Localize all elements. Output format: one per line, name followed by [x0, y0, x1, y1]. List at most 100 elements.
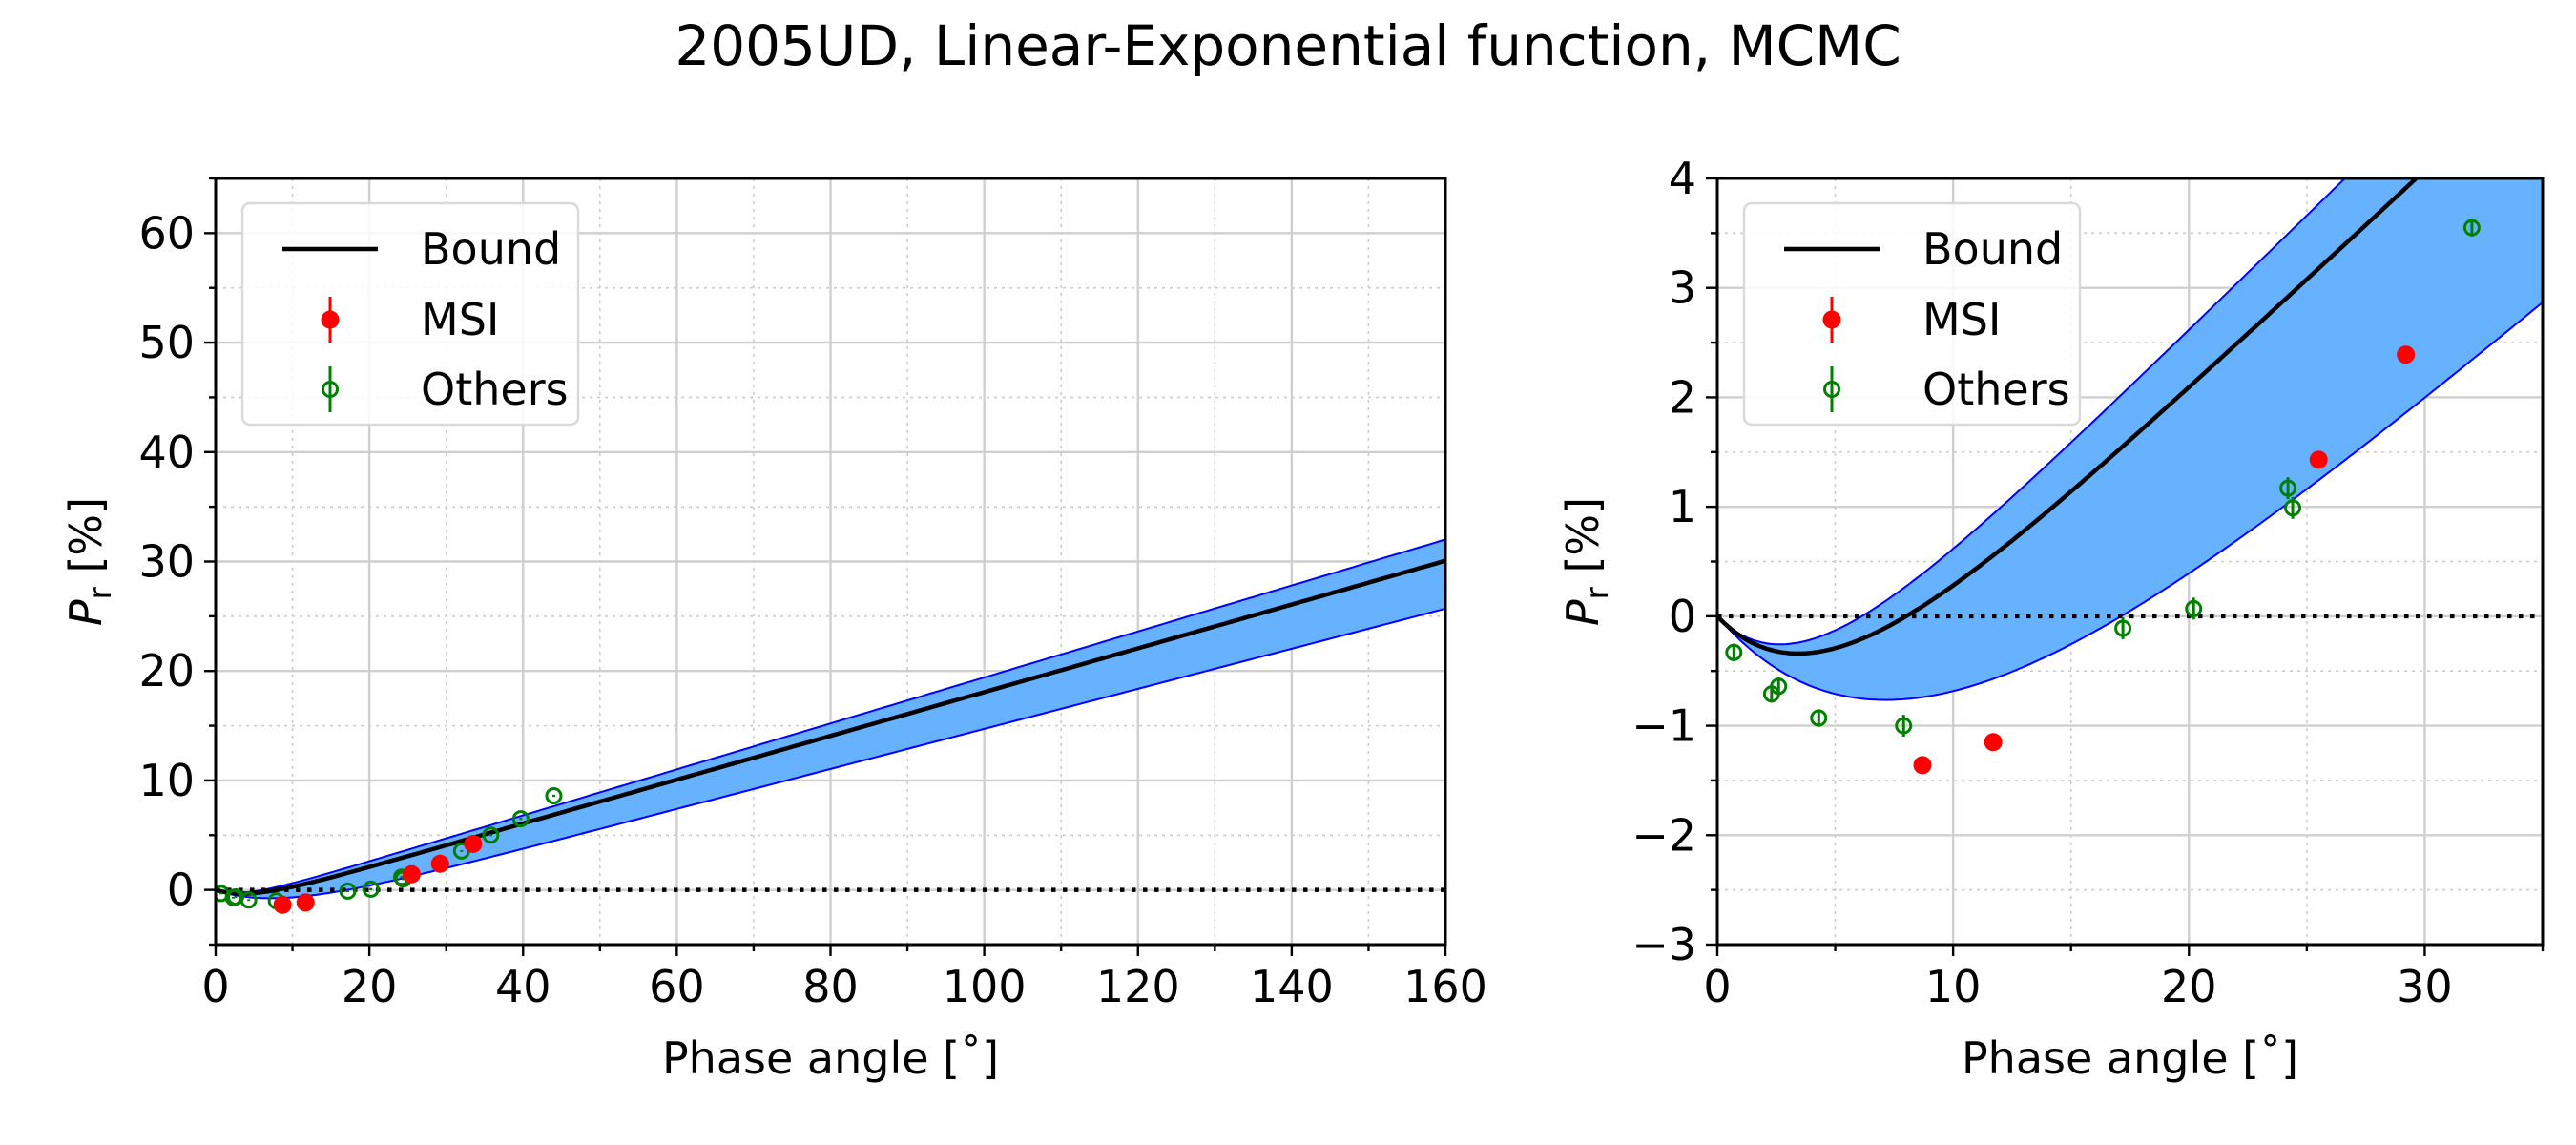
- x-tick-label: 20: [2161, 961, 2217, 1012]
- model-curve: [216, 558, 1445, 896]
- others-marker: [1895, 717, 1913, 735]
- msi-marker: [1913, 756, 1932, 775]
- others-point: [2114, 617, 2132, 639]
- x-tick-label: 10: [1925, 961, 1982, 1012]
- x-tick-label: 80: [802, 961, 859, 1012]
- msi-point: [2397, 345, 2416, 364]
- legend-label: Others: [421, 364, 569, 415]
- others-marker: [482, 826, 500, 844]
- others-marker: [2554, 62, 2568, 76]
- others-marker: [2114, 619, 2132, 637]
- msi-marker: [2498, 148, 2516, 166]
- x-tick-label: 30: [2397, 961, 2453, 1012]
- y-tick-label: 30: [138, 536, 195, 588]
- y-tick-label: 60: [138, 207, 195, 259]
- msi-marker: [464, 834, 483, 853]
- ticks: [204, 177, 1447, 956]
- y-tick-label: 2: [1669, 371, 1696, 423]
- msi-point: [273, 895, 292, 914]
- others-point: [511, 810, 530, 828]
- others-marker: [2284, 499, 2302, 517]
- x-tick-label: 160: [1403, 961, 1487, 1012]
- legend-others-swatch: [1823, 381, 1840, 398]
- legend-label: Others: [1922, 364, 2070, 415]
- others-marker: [239, 891, 258, 909]
- x-tick-label: 0: [1703, 961, 1731, 1012]
- figure-title: 2005UD, Linear-Exponential function, MCM…: [675, 13, 1901, 78]
- others-marker: [545, 786, 563, 804]
- legend-msi-swatch: [1822, 310, 1841, 329]
- legend-box: [1742, 201, 2082, 427]
- x-tick-label: 140: [1250, 961, 1334, 1012]
- msi-point: [2309, 450, 2328, 469]
- others-marker: [2279, 479, 2297, 497]
- others-marker: [1770, 677, 1788, 696]
- msi-point: [430, 854, 449, 873]
- others-marker: [511, 810, 530, 828]
- y-tick-label: 20: [138, 645, 195, 697]
- plot-area: [1717, 58, 2568, 775]
- msi-marker: [430, 854, 449, 873]
- others-point: [1725, 643, 1743, 661]
- legend-label: Bound: [421, 223, 561, 275]
- legend: Bound MSI Others: [1742, 201, 2082, 427]
- others-point: [2284, 496, 2302, 519]
- model-curve: [1717, 178, 2420, 656]
- others-point: [239, 891, 258, 909]
- y-tick-label: 10: [138, 755, 195, 806]
- others-point: [1810, 709, 1828, 727]
- others-point: [1770, 677, 1788, 696]
- y-tick-label: 3: [1669, 262, 1696, 314]
- y-tick-label: 40: [138, 427, 195, 478]
- others-marker: [1810, 709, 1828, 727]
- ticks: [1706, 177, 2545, 956]
- msi-point: [464, 834, 483, 853]
- x-tick-label: 20: [342, 961, 398, 1012]
- legend-label: Bound: [1922, 223, 2063, 275]
- y-axis-label: Pr [%]: [60, 497, 118, 626]
- others-point: [2462, 219, 2481, 237]
- confidence-band: [216, 538, 1445, 900]
- legend-label: MSI: [421, 294, 499, 345]
- msi-marker: [273, 895, 292, 914]
- others-marker: [2462, 219, 2481, 237]
- others-marker: [362, 880, 380, 898]
- others-point: [2554, 58, 2568, 80]
- legend-msi-swatch: [321, 310, 340, 329]
- others-point: [1895, 715, 1913, 738]
- x-tick-label: 60: [649, 961, 705, 1012]
- right-panel-chart: 0 10 20 30 −3 −2 −1 0 1 2 3 4 Phase angle [˚] Pr [%] B…: [1557, 58, 2568, 1084]
- y-tick-label: −3: [1631, 919, 1696, 970]
- x-tick-label: 120: [1096, 961, 1180, 1012]
- msi-marker: [402, 864, 421, 884]
- y-tick-label: 4: [1669, 153, 1696, 204]
- others-point: [482, 826, 500, 844]
- msi-marker: [2309, 450, 2328, 469]
- msi-marker: [1984, 733, 2003, 752]
- others-point: [362, 880, 380, 898]
- y-tick-label: −2: [1631, 809, 1696, 861]
- x-axis-label: Phase angle [˚]: [662, 1032, 999, 1084]
- x-tick-label: 40: [495, 961, 551, 1012]
- msi-point: [1913, 756, 1932, 775]
- plot-area: [216, 538, 1445, 914]
- others-point: [545, 786, 563, 804]
- y-tick-label: 0: [167, 864, 195, 916]
- others-point: [339, 882, 357, 900]
- y-axis-label: Pr [%]: [1557, 497, 1615, 626]
- others-marker: [1725, 643, 1743, 661]
- y-tick-label: −1: [1631, 700, 1696, 752]
- others-point: [2279, 477, 2297, 500]
- msi-point: [2498, 146, 2516, 168]
- x-tick-label: 100: [943, 961, 1027, 1012]
- y-tick-label: 1: [1669, 481, 1696, 532]
- msi-point: [296, 893, 315, 912]
- left-panel-chart: 0 20 40 60 80 100 120 140 160 0 10 20 30 40 50 60 Phase …: [60, 177, 1487, 1084]
- y-tick-label: 50: [138, 317, 195, 368]
- others-point: [2185, 597, 2203, 620]
- legend-label: MSI: [1922, 294, 2001, 345]
- x-tick-label: 0: [201, 961, 229, 1012]
- legend: Bound MSI Others: [240, 201, 580, 427]
- legend-box: [240, 201, 580, 427]
